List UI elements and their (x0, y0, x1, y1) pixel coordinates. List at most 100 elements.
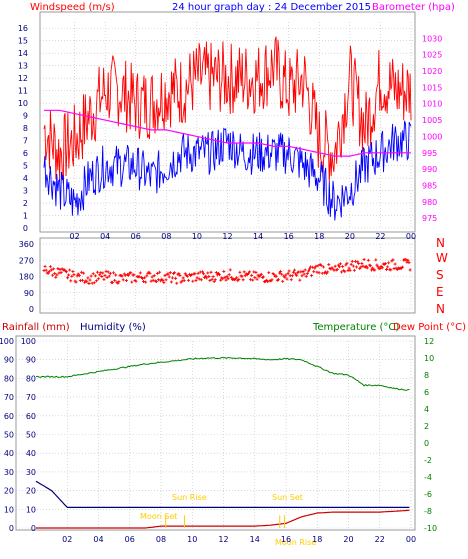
moon-set-annotation: Moon Set (140, 512, 177, 521)
direction-point (311, 265, 315, 269)
direction-point (385, 268, 389, 272)
wind-x-tick: 00 (406, 232, 416, 241)
direction-point (306, 269, 310, 273)
direction-point (47, 269, 51, 273)
direction-point (85, 280, 89, 284)
direction-point (150, 275, 154, 279)
direction-point (154, 280, 158, 284)
direction-point (277, 271, 281, 275)
direction-point (169, 280, 173, 284)
direction-point (340, 270, 344, 274)
direction-point (103, 274, 107, 278)
rain-y-tick: 60 (4, 412, 14, 421)
direction-point (52, 267, 56, 271)
direction-point (107, 274, 111, 278)
wind-x-tick: 22 (375, 232, 385, 241)
wind-y-tick: 11 (18, 87, 28, 96)
direction-point (163, 273, 167, 277)
direction-point (279, 269, 283, 273)
temperature-y-tick: 2 (424, 422, 429, 431)
direction-point (181, 276, 185, 280)
temperature-y-tick: -10 (424, 524, 437, 533)
direction-point (387, 261, 391, 265)
direction-point (303, 268, 307, 272)
direction-point (178, 273, 182, 277)
direction-point (405, 260, 409, 264)
direction-label-w: W (436, 251, 448, 265)
temp-x-tick: 00 (406, 535, 416, 544)
direction-point (285, 277, 289, 281)
temperature-y-tick: -4 (424, 473, 432, 482)
temperature-y-tick: 8 (424, 371, 429, 380)
temperature-series-line (35, 356, 410, 391)
direction-point (117, 280, 121, 284)
direction-point (349, 262, 353, 266)
wind-x-tick: 16 (284, 232, 294, 241)
barometer-y-tick: 1025 (422, 51, 442, 60)
temp-x-tick: 18 (312, 535, 322, 544)
direction-y-tick: 180 (19, 273, 34, 282)
direction-point (88, 278, 92, 282)
direction-point (177, 272, 181, 276)
direction-point (97, 277, 101, 281)
barometer-y-tick: 1010 (422, 100, 442, 109)
direction-point (300, 274, 304, 278)
direction-point (344, 263, 348, 267)
direction-point (270, 278, 274, 282)
direction-point (57, 271, 61, 275)
humidity-y-tick: 60 (26, 412, 36, 421)
direction-point (205, 276, 209, 280)
rain-y-tick: 80 (4, 374, 14, 383)
direction-point (210, 277, 214, 281)
direction-point (218, 273, 222, 277)
direction-point (345, 261, 349, 265)
wind-y-tick: 10 (18, 99, 28, 108)
humidity-y-tick: 0 (31, 524, 36, 533)
barometer-y-tick: 1005 (422, 116, 442, 125)
direction-point (226, 277, 230, 281)
wind-x-tick: 02 (69, 232, 79, 241)
direction-point (228, 268, 232, 272)
direction-point (100, 275, 104, 278)
direction-point (272, 273, 276, 277)
direction-point (44, 268, 48, 272)
direction-point (254, 270, 258, 274)
direction-point (393, 262, 397, 266)
direction-point (290, 274, 294, 278)
sun-set-annotation: Sun Set (272, 493, 303, 502)
wind-x-tick: 14 (253, 232, 263, 241)
direction-point (261, 275, 265, 279)
temp-x-tick: 14 (250, 535, 260, 544)
wind-y-tick: 6 (23, 149, 28, 158)
wind-x-tick: 20 (345, 232, 355, 241)
direction-point (383, 262, 387, 266)
direction-point (167, 275, 171, 279)
direction-point (55, 273, 59, 277)
direction-point (221, 277, 225, 281)
direction-point (317, 271, 321, 275)
barometer-y-tick: 990 (422, 165, 437, 174)
barometer-y-tick: 980 (422, 198, 437, 207)
humidity-y-tick: 50 (26, 431, 36, 440)
direction-point (360, 261, 364, 265)
humidity-y-tick: 80 (26, 374, 36, 383)
direction-point (183, 272, 187, 276)
direction-point (339, 262, 343, 266)
direction-point (108, 271, 112, 275)
wind-x-tick: 12 (222, 232, 232, 241)
direction-point (129, 271, 133, 275)
temperature-y-tick: 6 (424, 388, 429, 397)
direction-point (224, 278, 228, 282)
direction-point (157, 278, 161, 282)
direction-label-s: S (436, 268, 444, 282)
direction-point (195, 276, 199, 280)
direction-point (113, 278, 117, 282)
direction-point (213, 278, 217, 282)
direction-point (91, 272, 95, 276)
direction-point (305, 272, 309, 276)
barometer-y-tick: 1015 (422, 83, 442, 92)
direction-y-tick: 360 (19, 240, 34, 249)
direction-point (159, 279, 163, 283)
wind-y-tick: 2 (23, 199, 28, 208)
barometer-label: Barometer (hpa) (372, 2, 455, 13)
